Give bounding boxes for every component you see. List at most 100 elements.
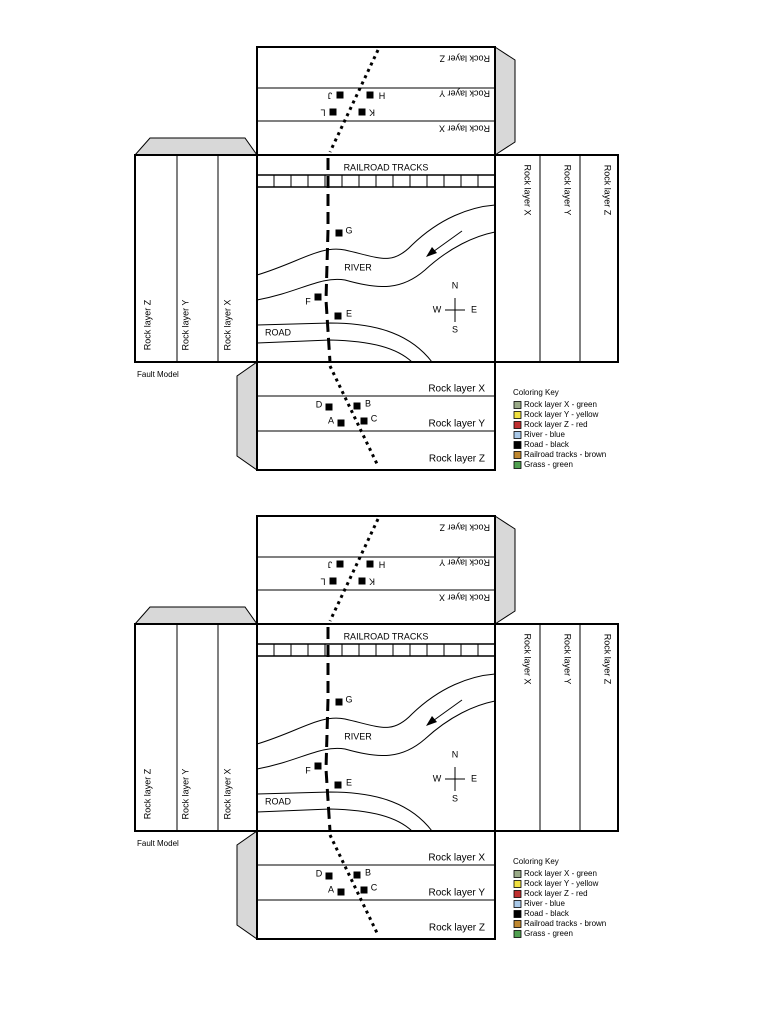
- key-swatch: [513, 451, 522, 459]
- arrow-head: [426, 247, 437, 257]
- river-label: RIVER: [344, 262, 372, 272]
- layer-label: Rock layer Y: [563, 634, 573, 685]
- layer-label: Rock layer X: [523, 633, 533, 684]
- road-label: ROAD: [265, 796, 292, 806]
- layer-label: Rock layer Z: [142, 768, 152, 819]
- layer-label: Rock layer X: [439, 593, 490, 603]
- fault-line: [324, 627, 332, 832]
- panel: [494, 154, 619, 363]
- fault-model: Rock layer Z Rock layer Y Rock layer X H J K L…: [133, 515, 619, 940]
- glue-tab: [494, 46, 516, 156]
- point-label: A: [328, 884, 334, 894]
- point-label: C: [371, 882, 378, 892]
- key-label: Road - black: [524, 909, 570, 918]
- layer-label: Rock layer X: [222, 299, 232, 350]
- river-label: RIVER: [344, 731, 372, 741]
- key-title: Coloring Key: [513, 388, 559, 397]
- key-label: Railroad tracks - brown: [524, 919, 606, 928]
- point-label: G: [345, 694, 352, 704]
- marker: [360, 417, 368, 425]
- layer-label: Rock layer Z: [603, 165, 613, 216]
- marker: [336, 91, 344, 99]
- glue-tab: [494, 515, 516, 625]
- marker: [335, 229, 343, 237]
- layer-label: Rock layer Y: [428, 888, 485, 899]
- layer-label: Rock layer Z: [439, 523, 490, 533]
- panel: [134, 623, 258, 832]
- key-swatch: [513, 431, 522, 439]
- point-label: A: [328, 415, 334, 425]
- compass-label: S: [452, 324, 458, 334]
- point-label: K: [369, 108, 375, 118]
- point-label: B: [365, 867, 371, 877]
- key-label: Railroad tracks - brown: [524, 450, 606, 459]
- point-label: D: [316, 868, 323, 878]
- key-title: Coloring Key: [513, 857, 559, 866]
- point-label: J: [328, 91, 333, 101]
- fault-line: [328, 834, 380, 936]
- fault-line: [324, 158, 332, 363]
- road-edge: [256, 791, 433, 832]
- glue-tab: [133, 137, 258, 156]
- glue-tab: [133, 606, 258, 625]
- river-bank: [256, 231, 496, 301]
- key-label: Road - black: [524, 440, 570, 449]
- fault-model: Rock layer Z Rock layer Y Rock layer X H J K L…: [133, 46, 619, 471]
- point-label: D: [316, 399, 323, 409]
- marker: [360, 886, 368, 894]
- marker: [329, 577, 337, 585]
- layer-label: Rock layer Y: [439, 558, 490, 568]
- layer-label: Rock layer Y: [180, 769, 190, 820]
- layer-label: Rock layer Z: [142, 299, 152, 350]
- key-swatch: [513, 421, 522, 429]
- marker: [335, 698, 343, 706]
- point-label: E: [346, 777, 352, 787]
- road-edge: [256, 808, 413, 832]
- marker: [314, 762, 322, 770]
- key-swatch: [513, 441, 522, 449]
- line: [429, 230, 463, 255]
- layer-label: Rock layer Y: [439, 89, 490, 99]
- key-label: Rock layer X - green: [524, 869, 597, 878]
- marker: [366, 560, 374, 568]
- key-label: Rock layer Z - red: [524, 420, 588, 429]
- marker: [337, 419, 345, 427]
- road-edge: [256, 339, 413, 363]
- key-label: Rock layer Y - yellow: [524, 879, 599, 888]
- marker: [325, 403, 333, 411]
- layer-label: Rock layer Z: [429, 454, 485, 465]
- layer-label: Rock layer Y: [563, 165, 573, 216]
- panel: [256, 46, 496, 156]
- layer-label: Rock layer Y: [180, 300, 190, 351]
- road-label: ROAD: [265, 327, 292, 337]
- marker: [358, 577, 366, 585]
- line: [429, 699, 463, 724]
- point-label: G: [345, 225, 352, 235]
- key-label: River - blue: [524, 899, 565, 908]
- key-label: Grass - green: [524, 460, 573, 469]
- key-swatch: [513, 880, 522, 888]
- point-label: K: [369, 577, 375, 587]
- glue-tab: [236, 361, 258, 471]
- marker: [334, 781, 342, 789]
- marker: [358, 108, 366, 116]
- key-swatch: [513, 920, 522, 928]
- compass-label: W: [433, 773, 442, 783]
- panel: [256, 515, 496, 625]
- key-swatch: [513, 401, 522, 409]
- layer-label: Rock layer Z: [603, 634, 613, 685]
- fault-line: [328, 365, 380, 467]
- road-edge: [256, 322, 433, 363]
- layer-label: Rock layer Y: [428, 419, 485, 430]
- point-label: C: [371, 413, 378, 423]
- layer-label: Rock layer X: [428, 853, 485, 864]
- key-swatch: [513, 870, 522, 878]
- point-label: L: [320, 577, 325, 587]
- layer-label: Rock layer Z: [429, 923, 485, 934]
- point-label: B: [365, 398, 371, 408]
- key-swatch: [513, 890, 522, 898]
- key-swatch: [513, 411, 522, 419]
- river-bank: [256, 673, 496, 745]
- key-swatch: [513, 930, 522, 938]
